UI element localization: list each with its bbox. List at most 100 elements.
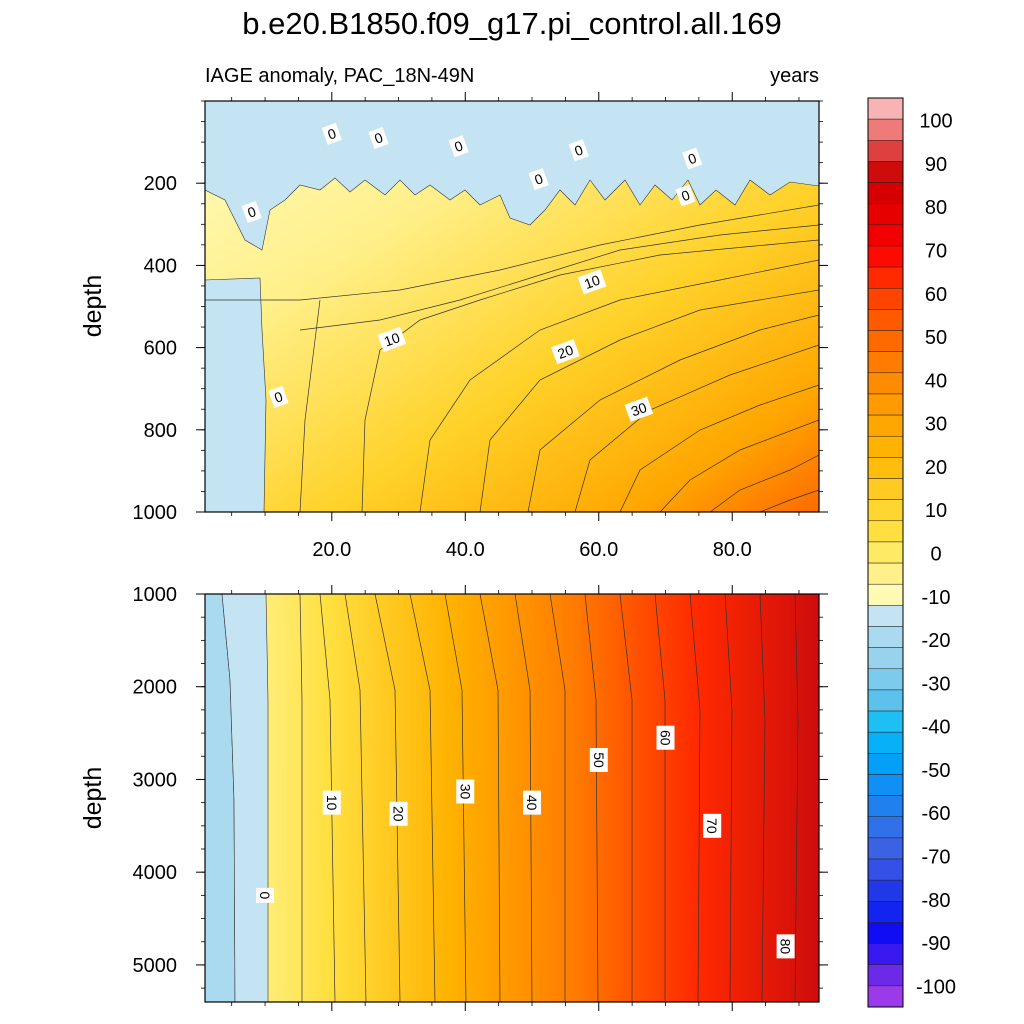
contour-label-text: 20 — [391, 806, 407, 822]
colorbar: 1009080706050403020100-10-20-30-40-50-60… — [867, 97, 956, 1008]
lower-x-axis — [231, 585, 800, 1011]
contour-label-text: 10 — [382, 329, 402, 349]
colorbar-swatch — [867, 97, 904, 120]
x-tick-label: 40.0 — [446, 539, 485, 561]
colorbar-swatch — [867, 816, 904, 839]
colorbar-swatch — [867, 605, 904, 627]
colorbar-label: 0 — [930, 544, 941, 566]
contour-label-background — [656, 725, 675, 750]
colorbar-label: 60 — [925, 284, 947, 306]
colorbar-swatch — [867, 372, 904, 395]
contour-label: 0 — [675, 184, 696, 207]
contour-label: 20 — [551, 339, 580, 365]
colorbar-label: -70 — [922, 847, 951, 869]
contour-label: 50 — [589, 747, 608, 772]
contour-label-background — [448, 135, 469, 158]
y-tick-label: 200 — [144, 173, 177, 195]
y-tick-label: 4000 — [133, 862, 178, 884]
contour-label: 80 — [776, 934, 795, 959]
y-tick-label: 2000 — [133, 677, 178, 699]
colorbar-swatch — [867, 922, 904, 944]
lower-field — [205, 594, 819, 1002]
contour-label: 0 — [568, 139, 589, 162]
contour-label-background — [523, 790, 542, 815]
contour-label-background — [682, 147, 703, 170]
contour-label-background — [368, 126, 389, 150]
colorbar-swatch — [867, 309, 904, 331]
contour-label: 0 — [321, 122, 342, 145]
contour-label: 0 — [268, 385, 289, 408]
contour-label: 60 — [656, 725, 675, 750]
colorbar-swatch — [867, 266, 904, 289]
contour-label-background — [389, 801, 408, 826]
colorbar-label: 40 — [925, 370, 947, 392]
colorbar-label: 50 — [925, 327, 947, 349]
colorbar-label: -10 — [922, 587, 951, 609]
lower-y-axis: 1000 2000 3000 4000 5000 — [133, 584, 828, 989]
colorbar-swatch — [867, 457, 904, 479]
contour-label-background — [322, 790, 341, 815]
colorbar-swatch — [867, 435, 904, 458]
colorbar-swatch — [867, 161, 904, 183]
colorbar-swatch — [867, 943, 904, 965]
chart-title: b.e20.B1850.f09_g17.pi_control.all.169 — [242, 6, 782, 41]
contour-label: 30 — [456, 779, 475, 804]
colorbar-label: -100 — [916, 976, 956, 998]
colorbar-swatch — [867, 837, 904, 860]
subtitle-right: years — [770, 65, 819, 87]
contour-label: 0 — [682, 147, 703, 170]
y-tick-label: 3000 — [133, 769, 178, 791]
colorbar-swatch — [867, 478, 904, 500]
contour-label-background — [776, 934, 795, 959]
colorbar-swatch — [867, 414, 904, 437]
x-tick-label: 20.0 — [312, 539, 351, 561]
colorbar-swatch — [867, 351, 904, 374]
contour-label-text: 60 — [658, 730, 674, 746]
contour-label-text: 70 — [704, 818, 720, 834]
contour-label: 10 — [377, 326, 407, 352]
lower-contour-labels: 60 50 30 10 40 20 70 0 80 — [256, 725, 795, 959]
subtitle-left: IAGE anomaly, PAC_18N-49N — [205, 65, 474, 87]
upper-negative-near-surface-region — [205, 101, 819, 251]
contour-label-background — [256, 887, 275, 903]
colorbar-label: 20 — [925, 457, 947, 479]
contour-label-background — [377, 326, 407, 352]
upper-negative-left-region — [205, 277, 267, 512]
contour-label: 0 — [448, 135, 469, 158]
colorbar-swatch — [867, 710, 904, 733]
colorbar-swatch — [867, 985, 904, 1008]
colorbar-swatch — [867, 753, 904, 775]
colorbar-label: -90 — [922, 933, 951, 955]
contour-label-text: 20 — [555, 341, 575, 361]
contour-label-background — [241, 200, 262, 223]
contour-label: 0 — [241, 200, 262, 223]
colorbar-label: -50 — [922, 760, 951, 782]
contour-label: 20 — [389, 801, 408, 826]
colorbar-label: 80 — [925, 197, 947, 219]
colorbar-swatch — [867, 879, 904, 902]
colorbar-swatch — [867, 689, 904, 712]
colorbar-swatch — [867, 858, 904, 881]
colorbar-label: 90 — [925, 154, 947, 176]
colorbar-swatch — [867, 901, 904, 923]
colorbar-swatch — [867, 224, 904, 247]
contour-label-background — [577, 269, 607, 295]
y-tick-label: 400 — [144, 255, 177, 277]
contour-label-background — [675, 184, 696, 207]
colorbar-label: 10 — [925, 500, 947, 522]
colorbar-swatch — [867, 330, 904, 352]
contour-label-text: 30 — [457, 784, 473, 800]
contour-label-text: 50 — [591, 752, 607, 768]
colorbar-swatch — [867, 795, 904, 817]
contour-label: 10 — [577, 269, 607, 295]
colorbar-label: 100 — [919, 111, 952, 133]
contour-label-text: 40 — [524, 795, 540, 811]
y-tick-label: 5000 — [133, 955, 178, 977]
contour-label-background — [589, 747, 608, 772]
y-tick-label: 1000 — [133, 584, 178, 606]
contour-label-text: 0 — [257, 891, 273, 899]
colorbar-swatch — [867, 520, 904, 543]
colorbar-swatch — [867, 245, 904, 268]
